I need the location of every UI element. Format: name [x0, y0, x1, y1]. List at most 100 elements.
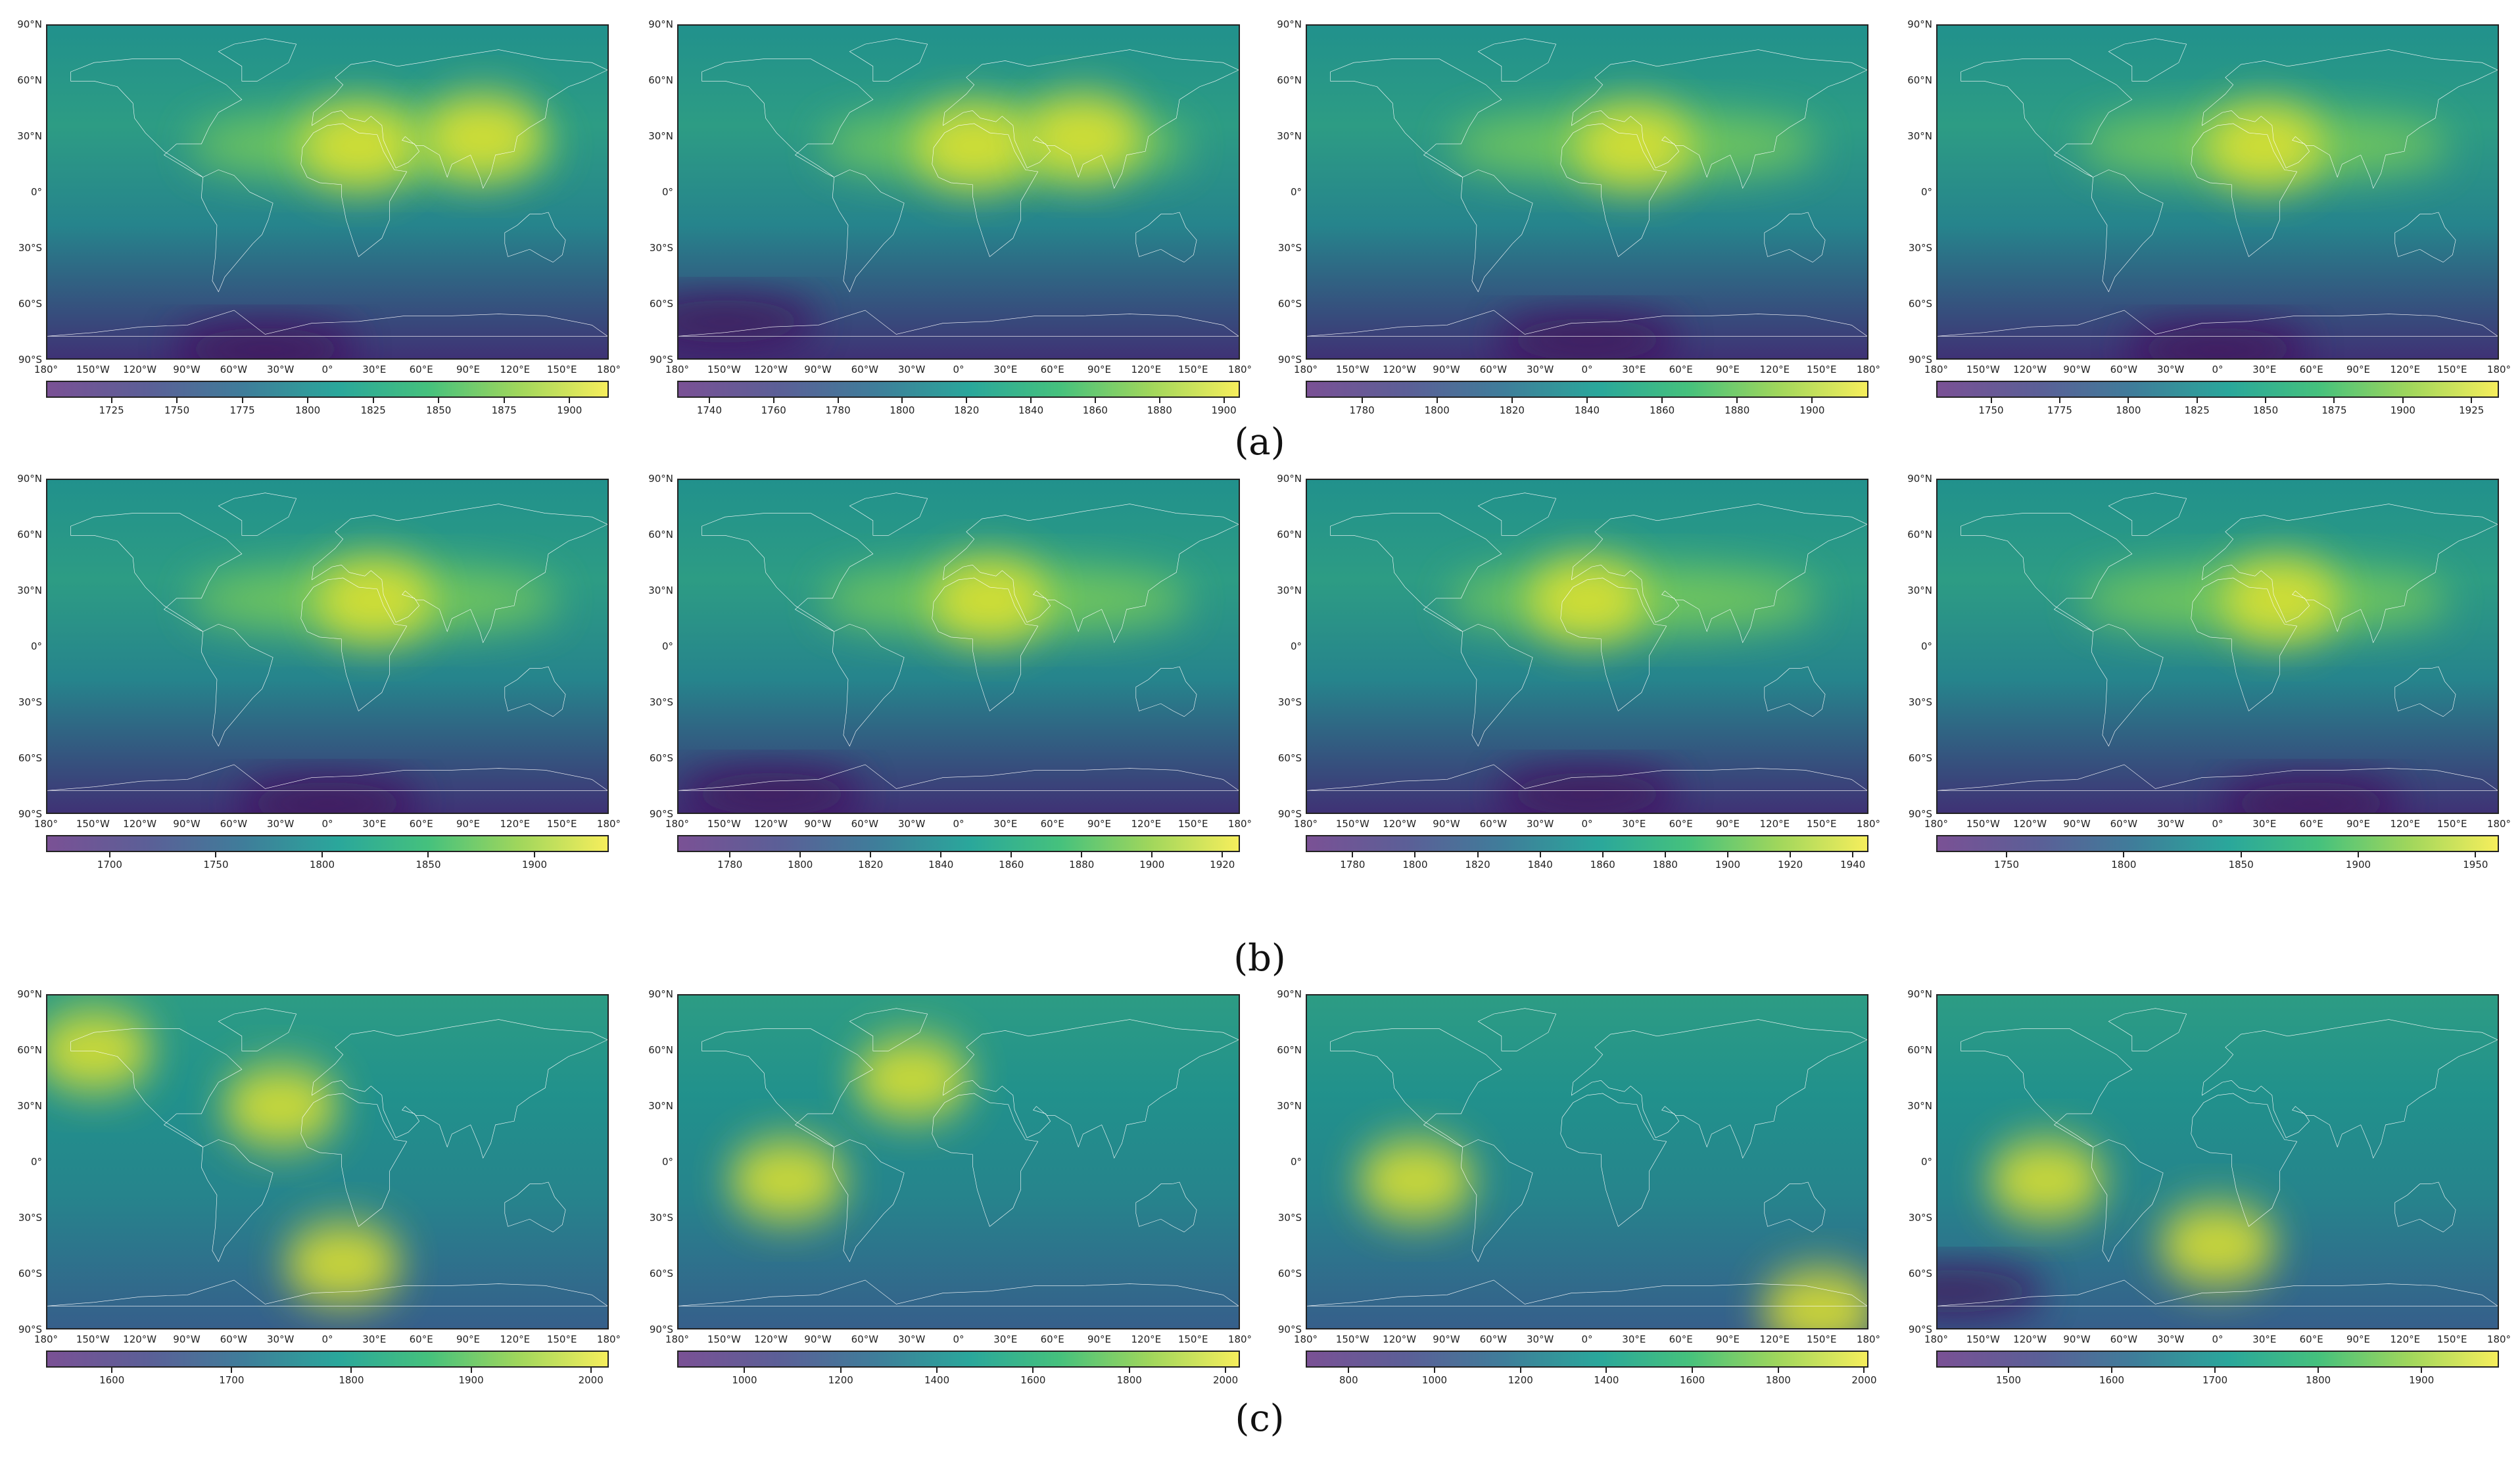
coastline: [2191, 1093, 2297, 1226]
coastline: [2191, 578, 2297, 711]
lon-tick-label: 30°W: [1526, 818, 1554, 830]
colorbar-tick: [1990, 398, 1992, 403]
colorbar-tick: [110, 398, 112, 403]
lat-tick-label: 60°N: [1907, 529, 1932, 540]
lon-tick-label: 90°W: [1433, 818, 1460, 830]
coastline: [932, 124, 1038, 256]
colorbar-tick: [1790, 852, 1792, 857]
coastline: [71, 514, 242, 632]
lat-tick-label: 90°N: [1907, 988, 1932, 1000]
coastline: [932, 578, 1038, 711]
lon-tick-label: 120°E: [500, 818, 531, 830]
colorbar-tick-label: 1000: [1421, 1374, 1448, 1386]
lon-tick-label: 30°W: [266, 818, 295, 830]
colorbar: [677, 835, 1240, 852]
coastline: [1461, 624, 1533, 746]
row-caption: (b): [1233, 937, 1286, 980]
lon-tick-label: 120°E: [1131, 818, 1162, 830]
heatmap-hotspot-high: [1761, 1269, 1867, 1328]
lat-tick-label: 30°N: [17, 130, 42, 142]
colorbar-tick: [470, 1368, 472, 1373]
lon-tick-label: 60°W: [220, 818, 248, 830]
lon-tick-label: 30°W: [897, 818, 926, 830]
colorbar-tick-label: 1860: [1650, 404, 1675, 416]
lon-tick-label: 180°: [596, 818, 621, 830]
lon-tick-label: 180°: [1227, 364, 1252, 375]
coastline: [1307, 765, 1867, 790]
lon-tick-label: 60°E: [2299, 818, 2323, 830]
lon-tick-label: 60°W: [851, 364, 879, 375]
colorbar-tick: [569, 398, 571, 403]
colorbar-tick-label: 1800: [788, 859, 813, 871]
coastline: [2108, 1009, 2186, 1051]
lat-tick-label: 60°S: [18, 1268, 42, 1280]
colorbar-tick: [1151, 852, 1153, 857]
colorbar-tick: [1602, 852, 1604, 857]
colorbar-tick: [1661, 398, 1663, 403]
lat-tick-label: 30°S: [18, 696, 42, 708]
lon-tick-label: 180°: [2486, 364, 2511, 375]
colorbar-tick: [2111, 1368, 2112, 1373]
colorbar-tick: [1158, 398, 1160, 403]
coastline: [1461, 170, 1533, 292]
lon-tick-label: 30°E: [362, 364, 387, 375]
heatmap-hotspot-high: [915, 105, 1034, 187]
map-b4: [1936, 479, 2499, 814]
colorbar-tick: [533, 852, 535, 857]
coastline: [932, 1093, 1038, 1226]
colorbar-tick: [372, 398, 374, 403]
lon-tick-label: 30°W: [1526, 364, 1554, 375]
lon-tick-label: 150°W: [76, 1333, 110, 1345]
map-b1: [46, 479, 609, 814]
colorbar-tick-label: 1900: [521, 859, 548, 871]
lat-tick-label: 60°N: [17, 1044, 42, 1056]
lat-tick-label: 30°N: [1277, 1100, 1302, 1112]
lon-tick-label: 90°W: [173, 364, 201, 375]
colorbar-tick-label: 1200: [828, 1374, 853, 1386]
coastline: [2395, 212, 2456, 262]
colorbar-tick-label: 1780: [717, 859, 743, 871]
colorbar-tick-label: 1900: [458, 1374, 484, 1386]
map-a2: [677, 24, 1240, 360]
heatmap-background: [1307, 480, 1867, 813]
lon-tick-label: 60°W: [220, 1333, 248, 1345]
lat-tick-label: 60°S: [649, 1268, 673, 1280]
lon-tick-label: 0°: [953, 818, 964, 830]
coastline: [1571, 50, 1867, 189]
lon-tick-label: 90°E: [2346, 1333, 2371, 1345]
coastline: [301, 1093, 407, 1226]
coastline: [1136, 667, 1197, 717]
coastline: [2191, 124, 2297, 256]
colorbar-tick: [1736, 398, 1738, 403]
coastline: [702, 59, 873, 178]
lat-tick-label: 60°N: [1907, 74, 1932, 86]
map-c3: [1306, 994, 1868, 1329]
coastline: [1938, 1280, 2498, 1306]
colorbar-tick: [2240, 852, 2242, 857]
colorbar-tick-label: 1880: [1724, 404, 1750, 416]
lon-tick-label: 90°W: [2063, 1333, 2091, 1345]
map-c1: [46, 994, 609, 1329]
lat-tick-label: 30°N: [1277, 130, 1302, 142]
heatmap-svg: [1938, 26, 2498, 358]
colorbar: [677, 1351, 1240, 1368]
lon-tick-label: 180°: [665, 1333, 690, 1345]
colorbar-tick: [1692, 1368, 1694, 1373]
lon-tick-label: 60°W: [1479, 364, 1508, 375]
coastline: [2091, 1139, 2163, 1262]
lon-tick-label: 180°: [1924, 1333, 1949, 1345]
coastline: [1331, 1029, 1502, 1147]
colorbar-tick: [1348, 1368, 1350, 1373]
colorbar-tick-label: 1880: [1069, 859, 1095, 871]
colorbar-tick-label: 1750: [164, 404, 190, 416]
colorbar: [1936, 1351, 2499, 1368]
colorbar-tick-label: 1820: [1465, 859, 1490, 871]
colorbar-tick-label: 1800: [1765, 1374, 1791, 1386]
colorbar-tick: [1539, 852, 1541, 857]
map-b2: [677, 479, 1240, 814]
heatmap-hotspot-low: [1494, 318, 1680, 358]
lat-tick-label: 90°S: [18, 808, 42, 820]
coastline: [1136, 212, 1197, 262]
colorbar-tick: [111, 1368, 113, 1373]
lat-tick-label: 0°: [30, 640, 42, 652]
